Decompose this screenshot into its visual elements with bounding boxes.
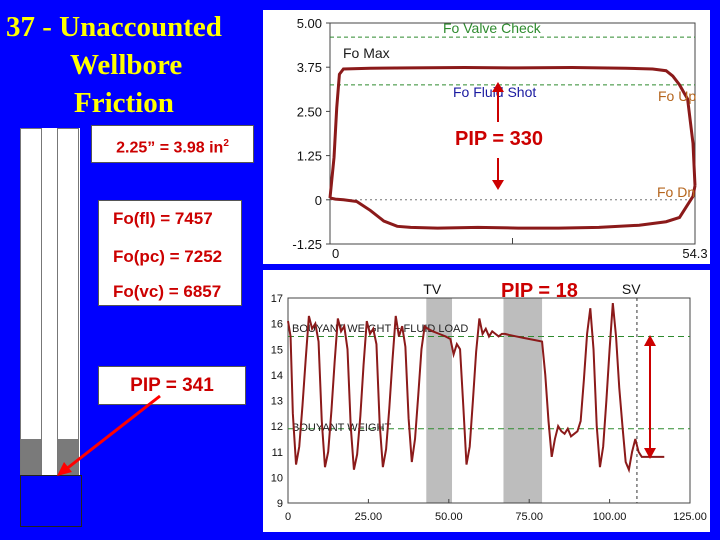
- title-line-1: 37 - Unaccounted: [6, 11, 222, 43]
- dyno-card-chart: 5.00 3.75 2.50 1.25 0 -1.25 0 54.3 Fo Valve Che…: [263, 10, 710, 264]
- title-line-2: Wellbore: [70, 49, 183, 81]
- c2-y-tick-label: 16: [271, 319, 283, 331]
- tubing-right: [57, 128, 79, 477]
- pip-down-arrowhead: [492, 180, 504, 190]
- c2-x-tick-label: 75.00: [515, 511, 543, 523]
- fo-dn-label: Fo Dn: [657, 184, 695, 200]
- c2-x-tick-label: 50.00: [435, 511, 463, 523]
- title-line-3: Friction: [74, 87, 174, 119]
- pip-up-arrowhead: [492, 82, 504, 92]
- load-trace-chart: TV 17 16 15 14 13 12 11 10 9 0 25.00 50.00 75.00 100.…: [263, 270, 710, 532]
- c2-y-tick-label: 12: [271, 421, 283, 433]
- fo-vc-label: Fo(vc) = 6857: [113, 282, 222, 301]
- c2-shaded-label: TV: [423, 281, 442, 297]
- c2-y-tick-label: 15: [271, 344, 283, 356]
- fo-values-box: Fo(fl) = 7457 Fo(pc) = 7252 Fo(vc) = 685…: [98, 200, 242, 306]
- c2-series-line-0: [287, 303, 665, 474]
- dyno-card-svg: 5.00 3.75 2.50 1.25 0 -1.25 0 54.3 Fo Valve Che…: [292, 16, 707, 261]
- plunger-area-box: 2.25” = 3.98 in2: [91, 125, 254, 163]
- c2-y-tick-label: 14: [271, 370, 283, 382]
- c2-y-tick-label: 17: [271, 293, 283, 305]
- load-trace-svg: TV 17 16 15 14 13 12 11 10 90 25.00 50.00 75.00 100.…: [271, 280, 707, 523]
- c2-y-tick-label: 9: [277, 498, 283, 510]
- pip-left-box: PIP = 341: [98, 366, 246, 405]
- c2-x-tick-label: 25.00: [355, 511, 383, 523]
- plot-frame-2: [287, 297, 691, 504]
- c2-y-tick-label: 11: [272, 447, 283, 459]
- pip-top-label: PIP = 330: [455, 128, 543, 150]
- c2-guide-label: BOUYANT WEIGHT: [292, 422, 391, 434]
- pip-arrow-head: [57, 462, 72, 476]
- pip-range-arrowhead-bottom: [644, 448, 656, 459]
- pip-range-arrowhead-top: [644, 335, 656, 346]
- fo-fl-label: Fo(fl) = 7457: [113, 209, 213, 228]
- c2-shaded-region: [426, 298, 453, 503]
- pip-bottom-label: PIP = 18: [501, 280, 578, 302]
- c1-series-line-1: [329, 185, 697, 230]
- wellbore-diagram: [20, 128, 80, 477]
- c1-x-tick-label: 54.3: [682, 246, 707, 261]
- pump-block: [20, 475, 82, 527]
- c1-y-tick-label: -1.25: [292, 237, 322, 252]
- c1-series-line-0: [328, 66, 697, 199]
- c1-x-tick-label: 0: [332, 246, 339, 261]
- c2-x-tick-label: 125.00: [673, 511, 707, 523]
- c2-guide-label: BOUYANT WEIGHT + FLUID LOAD: [292, 323, 468, 335]
- fo-up-label: Fo Up: [658, 88, 696, 104]
- c2-sv-label: SV: [622, 281, 641, 297]
- c2-x-tick-label: 100.00: [593, 511, 627, 523]
- c1-y-tick-label: 1.25: [297, 149, 322, 164]
- plunger-area-sup: 2: [223, 138, 229, 149]
- c1-y-tick-label: 5.00: [297, 16, 322, 31]
- c1-y-tick-label: 0: [315, 193, 322, 208]
- fluid-level-left: [21, 439, 41, 476]
- c2-y-tick-label: 10: [271, 472, 283, 484]
- c2-y-tick-label: 13: [271, 396, 283, 408]
- c2-shaded-region: [503, 298, 543, 503]
- c1-guide-label: Fo Valve Check: [443, 20, 542, 36]
- pip-left-label: PIP = 341: [130, 375, 214, 396]
- c1-y-tick-label: 3.75: [297, 60, 322, 75]
- c2-x-tick-label: 0: [285, 511, 291, 523]
- tubing-left: [20, 128, 42, 477]
- fo-pc-label: Fo(pc) = 7252: [113, 247, 223, 266]
- c1-y-tick-label: 2.50: [297, 104, 322, 119]
- plunger-area-label: 2.25” = 3.98 in: [116, 139, 224, 157]
- pip-arrow-line: [64, 394, 161, 472]
- fo-max-label: Fo Max: [343, 45, 390, 61]
- slide-title: 37 - Unaccounted Wellbore Friction: [6, 8, 256, 122]
